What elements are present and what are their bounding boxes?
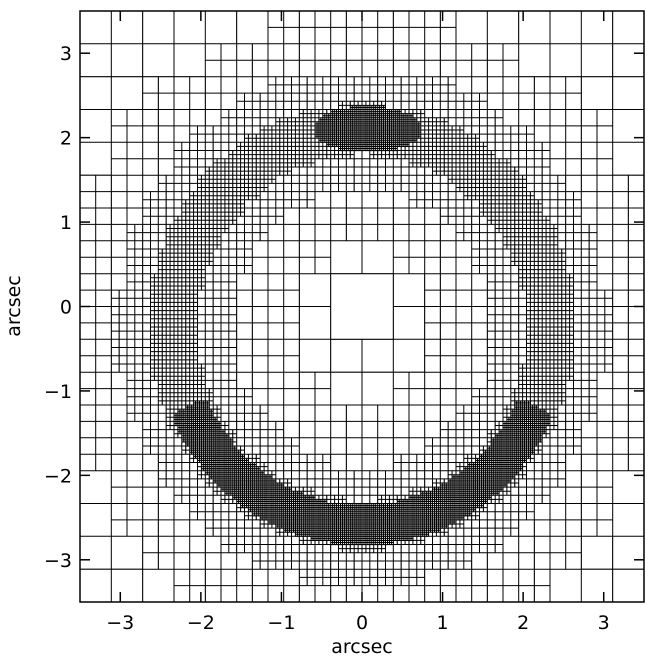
x-axis-label: arcsec <box>331 636 393 656</box>
x-tick-label: 1 <box>437 612 449 634</box>
x-tick-label: 2 <box>517 612 529 634</box>
mesh <box>79 10 645 603</box>
y-tick-label: 3 <box>60 43 72 65</box>
y-tick-label: 2 <box>60 128 72 150</box>
x-tick-label: −2 <box>187 612 215 634</box>
x-tick-label: 3 <box>598 612 610 634</box>
x-tick-label: −3 <box>106 612 134 634</box>
x-tick-label: 0 <box>356 612 368 634</box>
y-tick-label: −1 <box>44 381 72 403</box>
y-tick-label: −3 <box>44 550 72 572</box>
y-tick-label: −2 <box>44 465 72 487</box>
y-tick-label: 1 <box>60 212 72 234</box>
y-tick-label: 0 <box>60 297 72 319</box>
x-tick-label: −1 <box>267 612 295 634</box>
y-axis-label: arcsec <box>3 275 25 337</box>
